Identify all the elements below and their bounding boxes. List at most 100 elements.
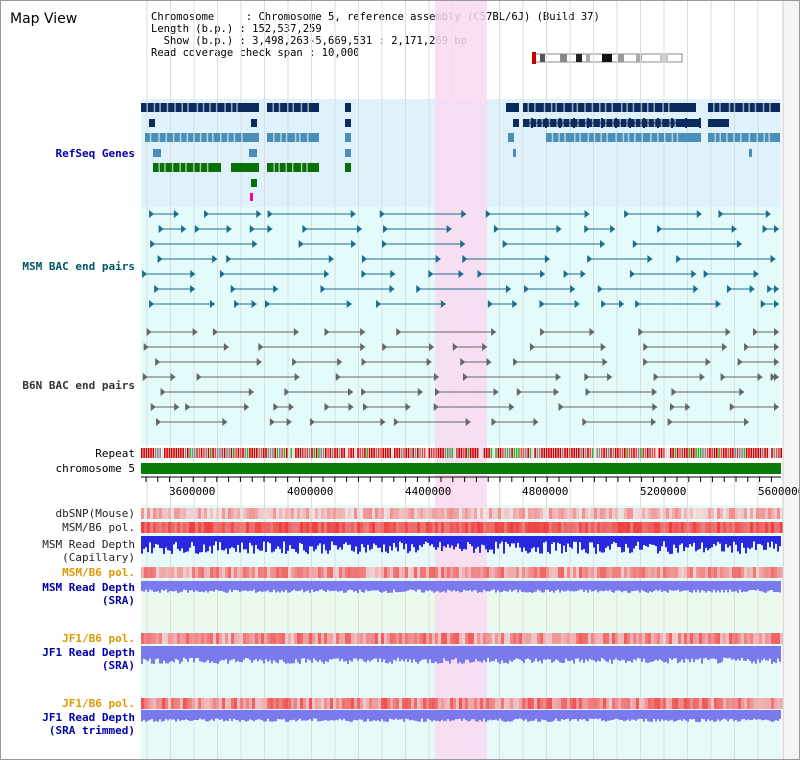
info-length: Length (b.p.) : 152,537,259 xyxy=(151,23,322,35)
axis-tick-label: 4000000 xyxy=(287,485,334,498)
msm-depth-capillary-bars xyxy=(141,536,781,554)
gene-exon xyxy=(250,193,253,201)
track-label-repeat[interactable]: Repeat xyxy=(95,447,135,460)
track-label-msm-b6-pol-sra[interactable]: MSM/B6 pol. xyxy=(62,566,135,579)
gene-exon xyxy=(545,118,547,128)
msm-bac-pair xyxy=(298,240,357,248)
gene-exon xyxy=(345,163,351,172)
b6n-bac-pair xyxy=(729,403,779,411)
track-label-msm-depth-sra-sub: (SRA) xyxy=(101,594,135,607)
track-label-jf1-depth-trimmed[interactable]: JF1 Read Depth xyxy=(42,711,135,724)
b6n-bac-pair xyxy=(653,373,705,381)
track-label-msm-bac[interactable]: MSM BAC end pairs xyxy=(22,260,135,273)
page-title: Map View xyxy=(10,11,78,27)
b6n-bac-pair xyxy=(335,373,439,381)
msm-bac-pair xyxy=(226,255,334,263)
b6n-bac-pair xyxy=(155,358,262,366)
b6n-bac-pair xyxy=(292,358,343,366)
b6n-bac-pair xyxy=(212,328,299,336)
msm-bac-pair xyxy=(760,300,779,308)
gene-exon xyxy=(267,133,319,142)
gene-exon xyxy=(559,118,561,128)
track-label-msm-depth-capillary[interactable]: MSM Read Depth xyxy=(42,538,135,551)
b6n-bac-pair xyxy=(669,403,691,411)
b6n-bac-pair xyxy=(160,388,254,396)
chromosome-ideogram[interactable] xyxy=(526,49,691,69)
b6n-bac-pair xyxy=(462,373,561,381)
b6n-bac-pair xyxy=(393,418,471,426)
gene-exon xyxy=(531,118,533,128)
track-label-jf1-depth-sra-sub: (SRA) xyxy=(101,659,135,672)
b6n-bac-pair xyxy=(185,403,250,411)
b6n-bac-pair xyxy=(516,388,559,396)
msm-bac-pair xyxy=(267,210,356,218)
gene-exon xyxy=(708,119,729,127)
gene-exon xyxy=(749,149,752,157)
msm-bac-pair xyxy=(485,210,590,218)
gene-exon xyxy=(251,119,257,127)
msm-bac-pair xyxy=(158,225,187,233)
track-label-msm-b6-pol[interactable]: MSM/B6 pol. xyxy=(62,521,135,534)
b6n-bac-pair xyxy=(513,358,608,366)
b6n-bac-pair xyxy=(720,373,763,381)
msm-bac-pair xyxy=(234,300,257,308)
msm-bac-pair xyxy=(597,285,699,293)
b6n-bac-pair xyxy=(269,418,292,426)
refseq-gene-row xyxy=(251,179,257,187)
msm-bac-pair xyxy=(142,270,196,278)
msm-bac-pair xyxy=(149,210,179,218)
track-label-jf1-depth-sra[interactable]: JF1 Read Depth xyxy=(42,646,135,659)
msm-bac-pair xyxy=(157,255,218,263)
refseq-gene-row xyxy=(153,163,351,172)
track-label-chromosome[interactable]: chromosome 5 xyxy=(55,462,135,475)
gene-exon xyxy=(523,103,696,112)
gene-exon xyxy=(153,149,161,157)
msm-bac-pair xyxy=(767,285,779,293)
gene-exon xyxy=(345,119,351,127)
b6n-bac-pair xyxy=(273,403,294,411)
b6n-bac-pair xyxy=(435,388,499,396)
b6n-bac-pair xyxy=(396,328,497,336)
track-label-refseq[interactable]: RefSeq Genes xyxy=(55,147,135,160)
msm-bac-pair xyxy=(477,270,546,278)
msm-bac-pair xyxy=(462,255,550,263)
track-label-msm-depth-sra[interactable]: MSM Read Depth xyxy=(42,581,135,594)
jf1-b6-pol-2-strip xyxy=(141,698,783,709)
gene-exon xyxy=(345,133,351,142)
gene-exon xyxy=(345,103,351,112)
b6n-bac-pair xyxy=(361,388,423,396)
msm-bac-pair xyxy=(584,225,616,233)
b6n-bac-pair xyxy=(361,358,432,366)
b6n-bac-pair xyxy=(744,343,779,351)
msm-bac-pair xyxy=(726,285,755,293)
repeat-track xyxy=(141,448,782,458)
msm-bac-pair xyxy=(381,240,466,248)
msm-bac-pair xyxy=(383,225,452,233)
refseq-gene-row xyxy=(153,149,752,157)
track-label-jf1-b6-pol-2[interactable]: JF1/B6 pol. xyxy=(62,697,135,710)
refseq-gene-row xyxy=(250,193,253,201)
b6n-bac-pair xyxy=(558,403,658,411)
msm-bac-pair xyxy=(428,270,464,278)
msm-bac-pair xyxy=(361,255,441,263)
msm-bac-pair xyxy=(762,225,779,233)
b6n-bac-pair xyxy=(382,343,434,351)
gene-exon xyxy=(141,103,259,112)
msm-depth-sra-bars xyxy=(141,581,781,593)
track-label-jf1-b6-pol[interactable]: JF1/B6 pol. xyxy=(62,632,135,645)
gene-exon xyxy=(629,118,631,128)
b6n-bac-pair xyxy=(156,418,228,426)
track-label-dbsnp[interactable]: dbSNP(Mouse) xyxy=(55,507,135,520)
msm-bac-pair xyxy=(265,300,352,308)
msm-bac-pair xyxy=(657,225,737,233)
gene-exon xyxy=(513,119,519,127)
msm-bac-pair xyxy=(154,285,196,293)
gene-exon xyxy=(708,133,780,142)
msm-bac-pair xyxy=(149,300,215,308)
b6n-bac-pair xyxy=(196,373,300,381)
msm-bac-pair xyxy=(249,225,273,233)
gene-exon xyxy=(345,149,351,157)
gene-exon xyxy=(685,118,687,128)
track-label-b6n-bac[interactable]: B6N BAC end pairs xyxy=(22,379,135,392)
